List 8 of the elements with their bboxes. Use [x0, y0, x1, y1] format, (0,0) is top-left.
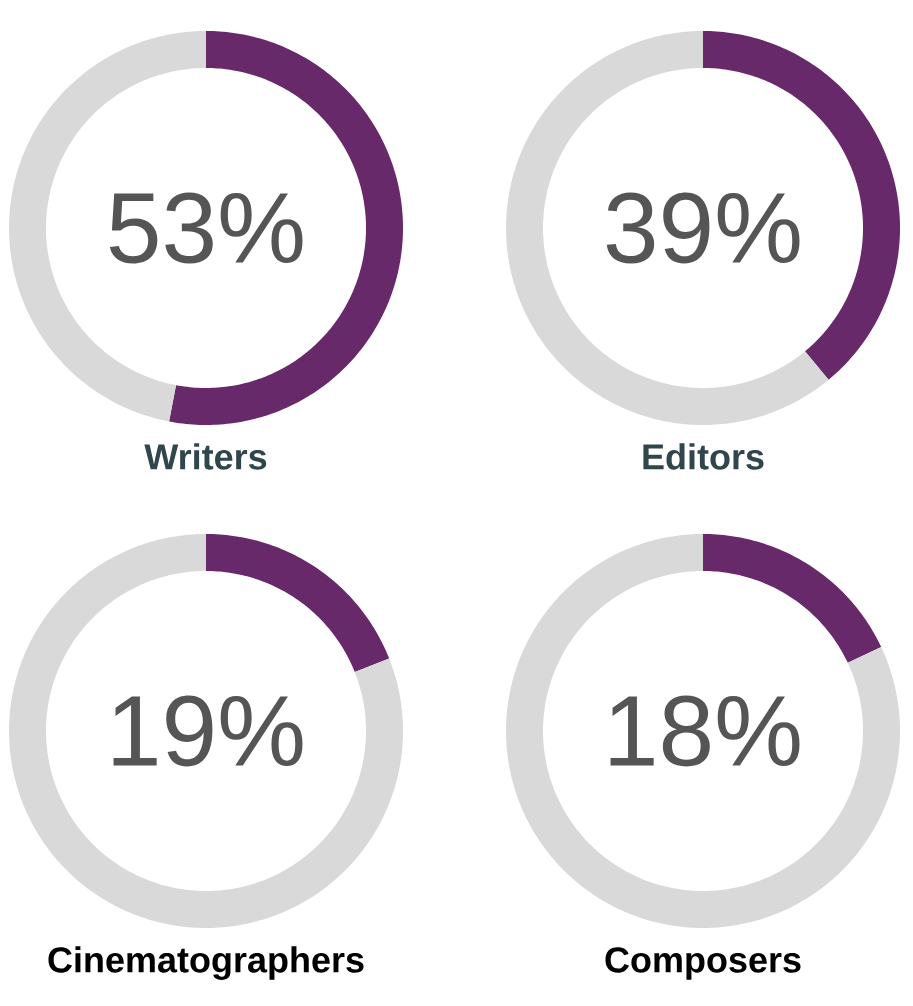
text: 39%	[606, 192, 800, 264]
text: Composers	[605, 947, 801, 980]
text: 18%	[610, 695, 800, 767]
text: Cinematographers	[48, 946, 364, 980]
text: 53%	[109, 192, 303, 264]
text: Writers	[144, 443, 267, 470]
text: Editors	[643, 443, 764, 470]
text: 19%	[113, 695, 303, 767]
